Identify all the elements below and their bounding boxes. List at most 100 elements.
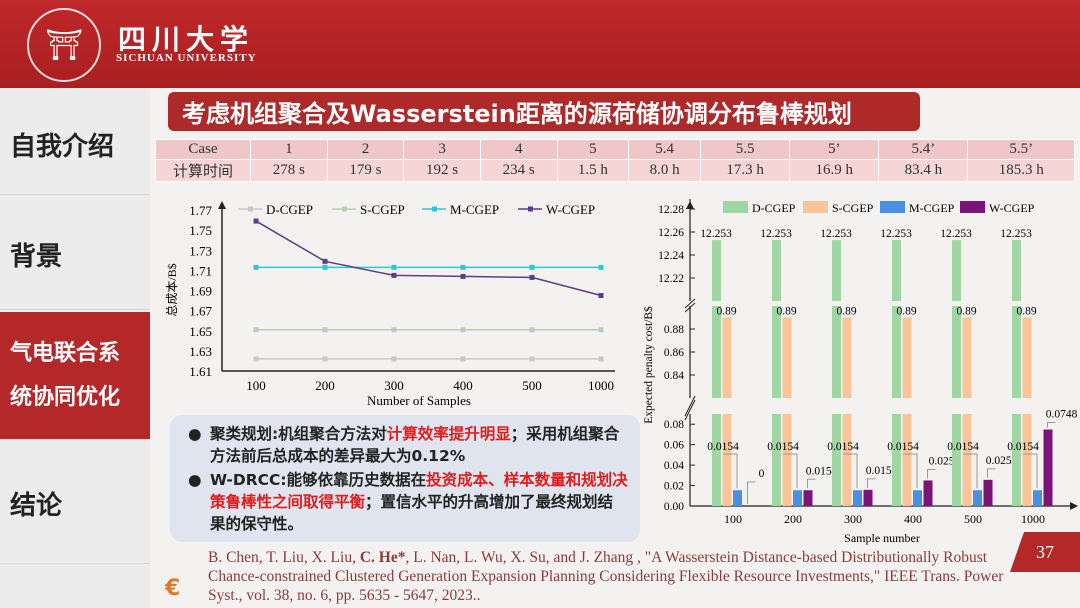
sidebar-item-optimization[interactable]: 气电联合系 统协同优化 — [0, 312, 150, 440]
sidebar-item-label: 自我介绍 — [10, 132, 115, 162]
y-axis-title: 总成本/B$ — [165, 263, 179, 316]
y-tick-label: 0.04 — [664, 460, 684, 472]
label-leader-line — [747, 481, 756, 504]
data-label: 0.0154 — [707, 441, 739, 453]
y-tick-label: 1.67 — [189, 304, 212, 319]
bullet-item: ● 聚类规划:机组聚合方法对计算效率提升明显；采用机组聚合方法前后总成本的差异最大… — [188, 423, 628, 467]
x-tick-label: 100 — [246, 378, 266, 393]
data-point — [460, 273, 466, 279]
bar-D-CGEP — [772, 414, 781, 506]
y-tick-label: 1.63 — [189, 344, 212, 359]
label-leader-line — [1047, 422, 1056, 428]
table-header-cell: 5.5’ — [967, 139, 1075, 160]
x-tick-label: 400 — [904, 512, 922, 526]
bar-D-CGEP — [832, 240, 841, 301]
y-tick-label: 1.71 — [189, 263, 212, 278]
y-tick-label: 12.22 — [658, 273, 684, 285]
table-header-cell: Case — [155, 139, 251, 160]
bullet-text: W-DRCC:能够依靠历史数据在 — [210, 471, 427, 489]
data-point — [460, 327, 466, 333]
sidebar-item-background[interactable]: 背景 — [0, 200, 150, 310]
table-header-cell: 5 — [556, 139, 630, 160]
label-leader-line — [987, 468, 996, 478]
bar-D-CGEP — [952, 240, 961, 301]
university-name-en: SICHUAN UNIVERSITY — [116, 52, 257, 64]
bar-D-CGEP — [772, 240, 781, 301]
legend-swatch — [723, 201, 748, 213]
table-header-cell: 5.4 — [628, 139, 702, 160]
y-tick-label: 1.61 — [189, 364, 212, 379]
legend-marker — [432, 206, 437, 212]
bar-S-CGEP — [722, 414, 732, 506]
label-leader-line — [927, 468, 936, 479]
x-axis-arrow — [1070, 502, 1078, 510]
header-banner: ⛩ 四川大学 SICHUAN UNIVERSITY — [0, 0, 1080, 88]
data-point — [322, 264, 328, 270]
table-cell: 278 s — [250, 159, 328, 182]
table-header-row: Case 1 2 3 4 5 5.4 5.5 5’ 5.4’ 5.5’ — [155, 139, 1075, 160]
table-cell: 计算时间 — [155, 159, 251, 182]
data-label: 0.0256 — [986, 455, 1018, 467]
data-label: 0.025 — [929, 455, 955, 467]
data-point — [529, 264, 535, 270]
sidebar-item-intro[interactable]: 自我介绍 — [0, 95, 150, 195]
citation: B. Chen, T. Liu, X. Liu, C. He*, L. Nan,… — [208, 548, 1008, 605]
table-header-cell: 5.5 — [700, 139, 791, 160]
bar-S-CGEP — [722, 317, 732, 398]
bar-M-CGEP — [973, 490, 982, 506]
data-label: 12.253 — [700, 228, 732, 240]
data-point — [460, 356, 466, 362]
label-leader-line — [963, 453, 978, 489]
data-point — [253, 264, 259, 270]
y-tick-label: 1.77 — [189, 203, 212, 218]
y-tick-label: 12.26 — [658, 227, 684, 239]
bar-D-CGEP — [712, 306, 721, 398]
computation-time-table: Case 1 2 3 4 5 5.4 5.5 5’ 5.4’ 5.5’ 计算时间 278 s 179 s… — [155, 139, 1075, 182]
citation-highlight-author: C. He* — [359, 549, 406, 566]
x-tick-label: 1000 — [1021, 512, 1045, 526]
label-leader-line — [903, 453, 918, 489]
data-point — [529, 356, 535, 362]
data-point — [322, 327, 328, 333]
data-label: 12.253 — [1000, 228, 1032, 240]
data-label: 12.253 — [880, 228, 912, 240]
label-leader-line — [807, 478, 816, 489]
data-label: 12.253 — [760, 228, 792, 240]
bar-S-CGEP — [1022, 317, 1032, 398]
bar-D-CGEP — [1012, 414, 1021, 506]
data-label: 12.253 — [820, 228, 852, 240]
data-label: 0.89 — [1016, 306, 1036, 318]
table-header-cell: 5’ — [789, 139, 880, 160]
summary-bullets: ● 聚类规划:机组聚合方法对计算效率提升明显；采用机组聚合方法前后总成本的差异最大… — [170, 415, 640, 542]
legend-label: S-CGEP — [360, 202, 405, 217]
x-tick-label: 200 — [315, 378, 335, 393]
y-tick-label: 12.28 — [658, 204, 684, 216]
table-header-cell: 5.4’ — [878, 139, 969, 160]
table-cell: 192 s — [403, 159, 481, 182]
data-label: 0.0154 — [887, 441, 919, 453]
legend-marker — [248, 206, 253, 212]
data-label: 0 — [759, 468, 765, 480]
data-point — [253, 218, 259, 224]
y-tick-label: 12.24 — [658, 250, 684, 262]
bar-D-CGEP — [1012, 306, 1021, 398]
table-header-cell: 3 — [403, 139, 481, 160]
x-tick-label: 400 — [453, 378, 473, 393]
table-row: 计算时间 278 s 179 s 192 s 234 s 1.5 h 8.0 h 17.3 h… — [155, 159, 1075, 182]
bar-D-CGEP — [832, 414, 841, 506]
label-leader-line — [723, 453, 738, 489]
sidebar-item-conclusion[interactable]: 结论 — [0, 444, 150, 564]
bar-D-CGEP — [952, 306, 961, 398]
y-axis-arrow — [686, 201, 694, 209]
y-tick-label: 0.06 — [664, 440, 684, 452]
y-tick-label: 1.69 — [189, 284, 212, 299]
bullet-item: ● W-DRCC:能够依靠历史数据在投资成本、样本数量和规划决策鲁棒性之间取得平衡… — [188, 469, 628, 535]
bullet-text: 聚类规划:机组聚合方法对 — [210, 425, 387, 443]
data-point — [529, 274, 535, 280]
slide-title: 考虑机组聚合及Wasserstein距离的源荷储协调分布鲁棒规划 — [168, 92, 920, 131]
label-leader-line — [1023, 453, 1038, 489]
data-point — [460, 264, 466, 270]
y-axis-arrow — [218, 201, 226, 209]
bar-S-CGEP — [962, 317, 972, 398]
citation-authors: B. Chen, T. Liu, X. Liu, — [208, 549, 360, 566]
